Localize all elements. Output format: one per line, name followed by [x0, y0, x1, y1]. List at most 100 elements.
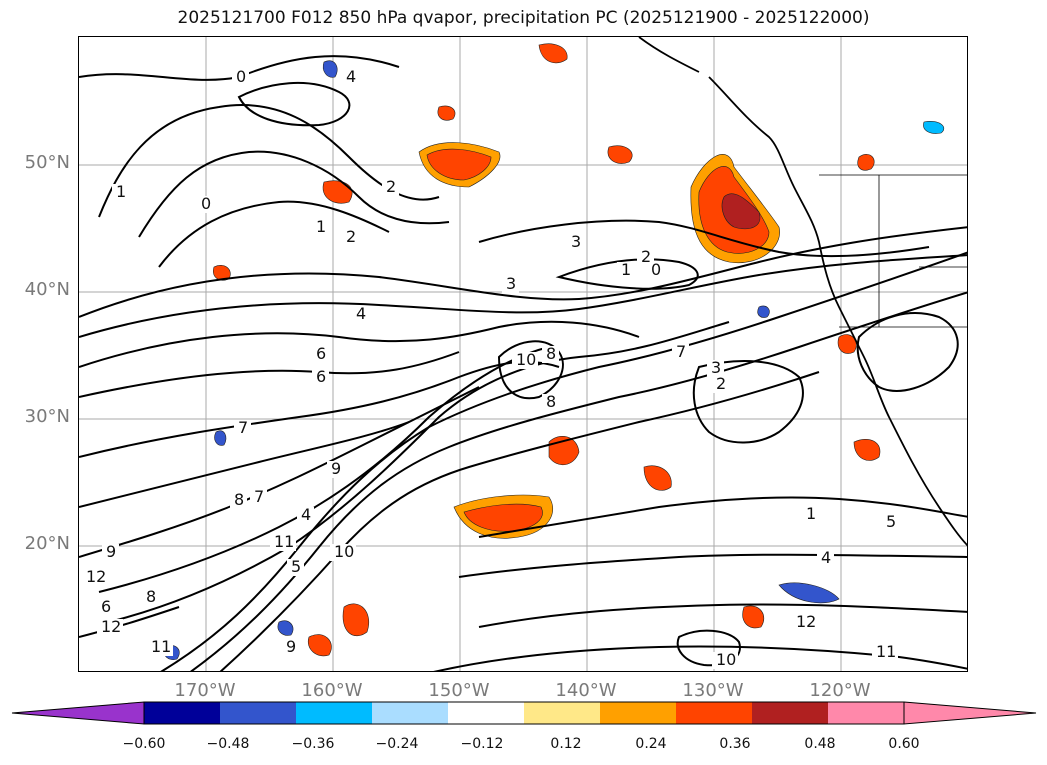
contour-line — [458, 553, 967, 578]
colorbar-bin — [524, 702, 600, 724]
contour-label: 6 — [101, 597, 111, 616]
contour-label-bg — [142, 589, 159, 606]
contour-line — [158, 200, 390, 268]
contour-label-bg — [817, 550, 834, 567]
colorbar-tick: −0.12 — [460, 736, 504, 752]
contour-line — [555, 258, 699, 290]
figure-title: 2025121700 F012 850 hPa qvapor, precipit… — [177, 8, 870, 28]
contour-label: 1 — [806, 504, 816, 523]
contour-label: 8 — [546, 392, 556, 411]
contour-line — [79, 421, 410, 508]
contour-label: 1 — [316, 217, 326, 236]
contour-label-bg — [882, 514, 899, 531]
precip-patch — [277, 620, 294, 636]
contour-label-bg — [112, 184, 129, 201]
contour-label-bg — [234, 420, 251, 437]
contour-line — [433, 645, 967, 671]
contour-label-bg — [102, 544, 119, 561]
lon-label-170w: 170°W — [174, 680, 236, 701]
contour-line — [79, 320, 640, 368]
contour-label: 8 — [546, 344, 556, 363]
contour-label: 10 — [716, 650, 736, 669]
colorbar-tick: 0.48 — [804, 736, 836, 752]
contour-label-bg — [542, 394, 559, 411]
precip-patch — [923, 121, 945, 134]
precip-patch — [721, 193, 761, 230]
contour-label: 8 — [146, 587, 156, 606]
contour-line — [79, 254, 967, 338]
contour-label: 9 — [331, 459, 341, 478]
contour-line — [79, 606, 180, 638]
contour-label: 6 — [316, 344, 326, 363]
lat-label-30n: 30°N — [24, 406, 70, 427]
contour-label: 10 — [516, 350, 536, 369]
contour-label: 11 — [876, 642, 896, 661]
colorbar-tick: −0.60 — [122, 736, 166, 752]
contour-line — [478, 496, 967, 538]
contour-line — [79, 226, 967, 318]
precip-patch — [757, 305, 770, 318]
contour-label-bg — [342, 229, 359, 246]
contour-label-bg — [270, 534, 296, 551]
contour-label-bg — [707, 360, 724, 377]
contour-label: 5 — [291, 557, 301, 576]
precip-patch — [322, 60, 338, 78]
contour-line — [160, 251, 967, 671]
coast-line — [708, 76, 967, 547]
colorbar-tick: −0.36 — [291, 736, 335, 752]
lon-label-160w: 160°W — [301, 680, 363, 701]
colorbar-tick: 0.36 — [719, 736, 751, 752]
precip-patch — [853, 438, 881, 461]
contour-label-bg — [312, 219, 329, 236]
colorbar-bin — [448, 702, 524, 724]
contour-label-bg — [232, 69, 249, 86]
precip-patch — [463, 503, 543, 532]
contour-label: 6 — [316, 367, 326, 386]
colorbar-extend-high — [903, 701, 1037, 725]
contour-label-bg — [82, 569, 108, 586]
contour-line — [108, 321, 730, 623]
colorbar-tick: 0.60 — [888, 736, 920, 752]
contour-line — [79, 386, 480, 558]
precip-patch — [643, 465, 672, 491]
contour-label-bg — [352, 306, 369, 323]
contour-label: 4 — [346, 67, 356, 86]
contour-label: 4 — [821, 548, 831, 567]
contour-label: 3 — [711, 358, 721, 377]
precip-patches — [163, 43, 945, 660]
contour-label-bg — [617, 262, 634, 279]
map-panel: 0 1 4 2 0 1 2 3 2 1 0 3 4 6 10 8 7 3 2 8 6 7 9 8 9 7 4 11 10 12 5 6 8 12 1… — [78, 36, 968, 672]
contour-line — [478, 603, 967, 628]
contour-label-bg — [282, 639, 299, 656]
lon-label-130w: 130°W — [682, 680, 744, 701]
colorbar-bin — [144, 702, 220, 724]
contour-label: 0 — [236, 67, 246, 86]
contour-label-bg — [637, 249, 654, 266]
contour-label: 2 — [386, 177, 396, 196]
colorbar-tick: 0.12 — [550, 736, 582, 752]
contour-label-bg — [382, 179, 399, 196]
contour-label-bg — [97, 599, 114, 616]
contour-label: 9 — [106, 542, 116, 561]
contour-label-bg — [330, 544, 356, 561]
contour-label: 2 — [346, 227, 356, 246]
contour-label-bg — [197, 196, 214, 213]
contour-line — [219, 371, 820, 671]
coastline — [638, 37, 967, 547]
colorbar-bin — [752, 702, 828, 724]
contour-label-bg — [230, 492, 247, 509]
contour-label-bg — [502, 276, 519, 293]
precip-patch — [607, 145, 633, 164]
contour-label: 1 — [621, 260, 631, 279]
contour-label: 12 — [101, 617, 121, 636]
contour-label-bg — [327, 461, 344, 478]
contour-label: 8 — [234, 490, 244, 509]
colorbar-bin — [828, 702, 904, 724]
contour-label-bg — [342, 69, 359, 86]
contour-label-bg — [712, 652, 738, 669]
precip-patch — [778, 582, 840, 604]
colorbar-bin — [600, 702, 676, 724]
contour-label: 7 — [238, 418, 248, 437]
